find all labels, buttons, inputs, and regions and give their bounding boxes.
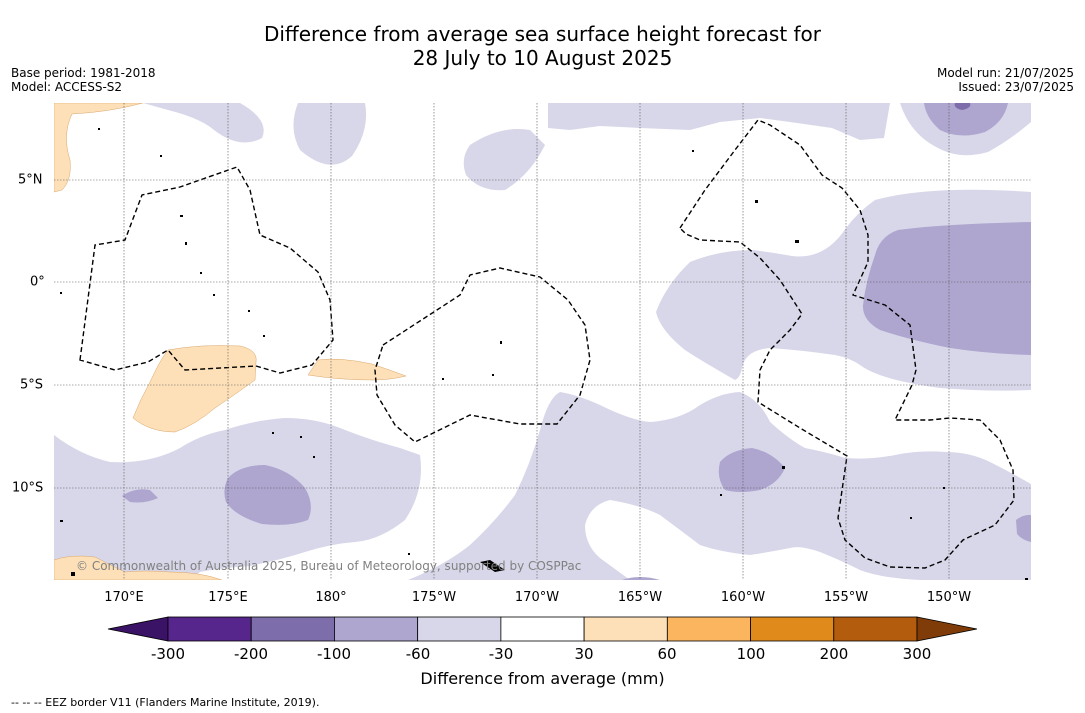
meta-right: Model run: 21/07/2025 Issued: 23/07/2025 xyxy=(937,66,1074,94)
anomaly-region xyxy=(408,392,1031,580)
colorbar-segment xyxy=(750,616,835,642)
colorbar-segment xyxy=(500,616,585,642)
anomaly-region xyxy=(548,103,890,140)
eez-border xyxy=(374,267,591,443)
colorbar-extend-high xyxy=(916,616,978,642)
colorbar-tick: 200 xyxy=(819,645,849,663)
lon-label: 150°W xyxy=(926,590,972,605)
colorbar-extend-low xyxy=(107,616,169,642)
colorbar-tick: 300 xyxy=(902,645,932,663)
lon-label: 170°W xyxy=(514,590,560,605)
graticule xyxy=(54,103,1031,580)
anomaly-region xyxy=(463,129,545,191)
lon-label: 165°W xyxy=(617,590,663,605)
colorbar-segment xyxy=(666,616,751,642)
anomaly-region xyxy=(954,103,971,110)
eez-border xyxy=(79,166,334,374)
lat-label: 5°S xyxy=(20,377,44,393)
lon-label: 175°E xyxy=(208,590,248,605)
model-name: Model: ACCESS-S2 xyxy=(11,80,123,94)
anomaly-region xyxy=(307,358,407,381)
colorbar-tick: -300 xyxy=(150,645,186,663)
colorbar-label: Difference from average (mm) xyxy=(420,669,665,688)
colorbar-tick: -200 xyxy=(233,645,269,663)
lon-label: 170°E xyxy=(104,590,144,605)
colorbar-tick: -30 xyxy=(488,645,514,663)
title-line-2: 28 July to 10 August 2025 xyxy=(412,46,673,70)
anomaly-region xyxy=(54,103,144,193)
eez-footnote: -- -- -- EEZ border V11 (Flanders Marine… xyxy=(11,696,320,709)
colorbar-segment xyxy=(167,616,252,642)
colorbar-segment xyxy=(583,616,668,642)
anomaly-region xyxy=(924,103,1008,136)
lat-label: 0° xyxy=(30,274,45,290)
eez-border xyxy=(679,119,1015,569)
colorbar-tick: 100 xyxy=(736,645,766,663)
colorbar-segment xyxy=(250,616,335,642)
anomaly-region xyxy=(54,555,223,580)
model-run: Model run: 21/07/2025 xyxy=(936,66,1074,80)
lon-label: 175°W xyxy=(411,590,457,605)
anomaly-region xyxy=(622,577,660,580)
islands xyxy=(60,128,1028,580)
colorbar-tick: -60 xyxy=(405,645,431,663)
base-period: Base period: 1981-2018 xyxy=(11,66,156,80)
map-contours xyxy=(54,103,1031,580)
lat-label: 5°N xyxy=(18,172,43,188)
colorbar-tick: 60 xyxy=(657,645,677,663)
colorbar-segment xyxy=(417,616,502,642)
issued-date: Issued: 23/07/2025 xyxy=(958,80,1074,94)
anomaly-region xyxy=(224,465,311,525)
lat-label: 10°S xyxy=(12,480,44,496)
map-title: Difference from average sea surface heig… xyxy=(0,22,1085,70)
copyright-notice: © Commonwealth of Australia 2025, Bureau… xyxy=(76,559,582,573)
anomaly-region xyxy=(122,489,158,503)
anomaly-region xyxy=(293,103,367,165)
colorbar-segment xyxy=(334,616,419,642)
title-line-1: Difference from average sea surface heig… xyxy=(263,22,822,46)
lon-label: 160°W xyxy=(720,590,766,605)
colorbar xyxy=(107,616,978,642)
colorbar-tick: 30 xyxy=(574,645,594,663)
anomaly-region xyxy=(718,448,785,492)
anomaly-region xyxy=(1016,514,1031,542)
anomaly-region xyxy=(143,103,264,143)
meta-left: Base period: 1981-2018 Model: ACCESS-S2 xyxy=(11,66,156,94)
lon-label: 180° xyxy=(315,590,347,605)
lon-label: 155°W xyxy=(823,590,869,605)
colorbar-tick: -100 xyxy=(316,645,352,663)
colorbar-segment xyxy=(833,616,918,642)
